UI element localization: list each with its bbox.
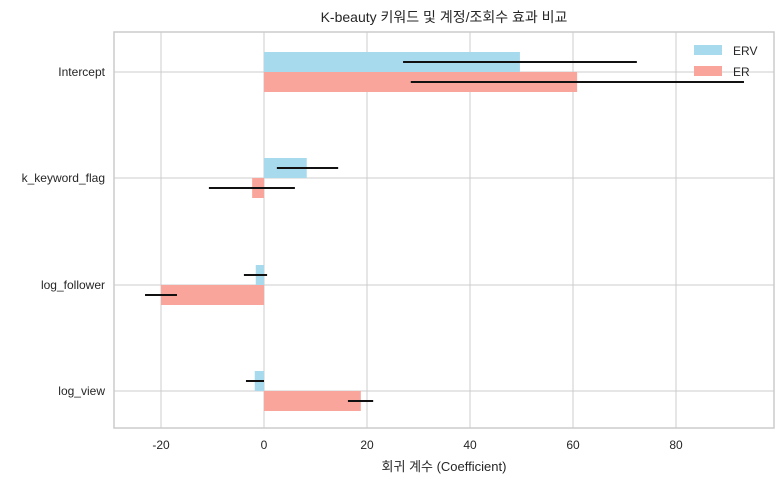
legend-label-er: ER <box>733 65 750 79</box>
x-tick-label: 60 <box>566 438 580 452</box>
x-tick-label: 80 <box>669 438 683 452</box>
y-axis-ticks: Intercept k_keyword_flag log_follower log_v… <box>22 65 106 398</box>
x-axis-ticks: -20 0 20 40 60 80 <box>152 438 683 452</box>
chart-title: K-beauty 키워드 및 계정/조회수 효과 비교 <box>321 9 568 25</box>
bar-er <box>264 391 361 411</box>
x-tick-label: 20 <box>360 438 374 452</box>
bar-erv <box>264 52 520 72</box>
x-tick-label: 40 <box>463 438 477 452</box>
x-tick-label: -20 <box>152 438 170 452</box>
bars <box>161 52 578 411</box>
error-bars <box>145 61 744 402</box>
legend-swatch-erv <box>694 45 722 55</box>
legend-swatch-er <box>694 66 722 76</box>
y-tick-label: Intercept <box>58 65 105 79</box>
legend: ERV ER <box>694 44 757 79</box>
plot-frame <box>113 31 775 429</box>
grid-lines <box>114 32 774 428</box>
y-tick-label: log_view <box>58 384 105 398</box>
y-tick-label: k_keyword_flag <box>22 171 105 185</box>
bar-er <box>161 285 264 305</box>
legend-label-erv: ERV <box>733 44 757 58</box>
x-axis-label: 회귀 계수 (Coefficient) <box>382 459 507 474</box>
x-tick-label: 0 <box>261 438 268 452</box>
y-tick-label: log_follower <box>41 278 105 292</box>
